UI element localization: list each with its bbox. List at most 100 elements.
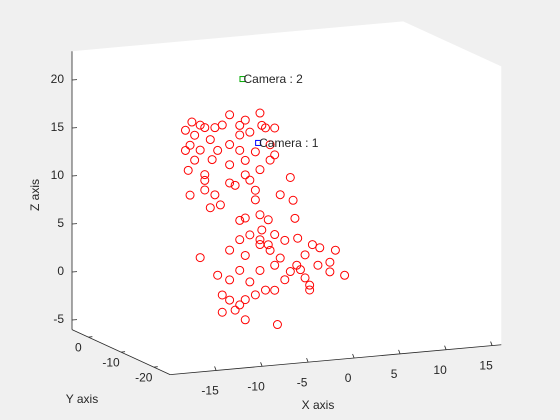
camera-label: Camera : 1 xyxy=(259,136,319,150)
point xyxy=(340,270,350,280)
point xyxy=(240,115,250,125)
camera-marker xyxy=(255,139,262,146)
point xyxy=(272,320,282,330)
x-axis-label: X axis xyxy=(302,398,335,412)
x-tick xyxy=(214,366,217,371)
point xyxy=(255,235,265,245)
point xyxy=(213,145,223,155)
x-tick xyxy=(490,341,493,346)
point xyxy=(260,285,270,295)
point xyxy=(285,267,295,277)
point xyxy=(325,257,335,267)
x-tick xyxy=(444,345,447,350)
y-tick-label: 0 xyxy=(75,340,82,354)
x-tick xyxy=(352,353,355,359)
point xyxy=(235,215,245,225)
x-tick-label: 15 xyxy=(479,359,493,373)
point xyxy=(200,175,210,185)
point xyxy=(225,295,235,305)
point xyxy=(200,170,210,180)
z-tick-label: -5 xyxy=(53,312,64,326)
point xyxy=(300,250,310,260)
point xyxy=(285,172,295,182)
point xyxy=(230,305,240,315)
z-tick-label: 20 xyxy=(51,72,65,86)
point xyxy=(245,230,255,240)
point xyxy=(250,195,260,205)
x-tick-label: 5 xyxy=(391,367,398,381)
point xyxy=(288,195,298,205)
x-tick-label: -10 xyxy=(247,379,265,393)
point xyxy=(235,235,245,245)
point xyxy=(190,155,200,165)
x-tick xyxy=(260,362,263,367)
point xyxy=(265,140,275,150)
point xyxy=(275,253,285,263)
point xyxy=(270,150,280,160)
point xyxy=(235,300,245,310)
point xyxy=(217,307,227,317)
point xyxy=(240,213,250,223)
z-tick-label: 10 xyxy=(51,168,65,182)
point xyxy=(280,235,290,245)
x-tick xyxy=(398,349,401,354)
point xyxy=(265,245,275,255)
x-tick xyxy=(306,358,309,363)
point xyxy=(270,230,280,240)
y-axis-label: Y axis xyxy=(66,392,98,406)
point xyxy=(205,203,215,213)
point xyxy=(235,130,245,140)
point xyxy=(217,290,227,300)
x-tick-label: -15 xyxy=(201,384,219,398)
point xyxy=(270,260,280,270)
point xyxy=(265,155,275,165)
z-tick-label: 0 xyxy=(57,264,64,278)
point xyxy=(292,260,302,270)
x-tick-label: 10 xyxy=(433,363,447,377)
point xyxy=(250,290,260,300)
point xyxy=(225,160,235,170)
point xyxy=(245,175,255,185)
point xyxy=(240,250,250,260)
point xyxy=(240,170,250,180)
point xyxy=(185,190,195,200)
point xyxy=(290,213,300,223)
point xyxy=(255,210,265,220)
point xyxy=(205,135,215,145)
z-tick-label: 15 xyxy=(51,120,65,134)
x-tick-label: -5 xyxy=(297,375,308,389)
camera-label: Camera : 2 xyxy=(243,72,303,86)
point xyxy=(200,185,210,195)
point xyxy=(195,120,205,130)
point xyxy=(307,240,317,250)
point xyxy=(235,265,245,275)
point xyxy=(325,267,335,277)
point xyxy=(240,315,250,325)
point xyxy=(195,145,205,155)
point xyxy=(255,165,265,175)
point xyxy=(225,140,235,150)
point xyxy=(187,117,197,127)
point xyxy=(235,145,245,155)
point xyxy=(280,275,290,285)
point xyxy=(315,243,325,253)
point xyxy=(213,270,223,280)
point xyxy=(225,245,235,255)
point xyxy=(245,277,255,287)
point xyxy=(313,260,323,270)
axes-box xyxy=(72,21,502,375)
point xyxy=(255,265,265,275)
point xyxy=(183,165,193,175)
point xyxy=(305,280,315,290)
point xyxy=(263,240,273,250)
point xyxy=(207,155,217,165)
point xyxy=(217,120,227,130)
point xyxy=(305,285,315,295)
point xyxy=(270,285,280,295)
point xyxy=(250,185,260,195)
y-tick-label: -10 xyxy=(102,355,120,369)
point xyxy=(245,127,255,137)
point xyxy=(185,140,195,150)
